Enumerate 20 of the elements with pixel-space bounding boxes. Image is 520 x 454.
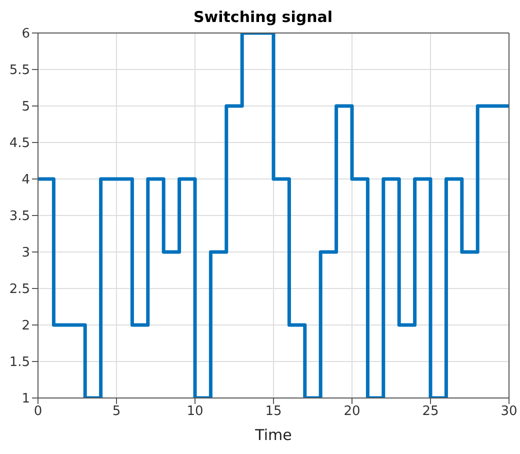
x-axis-title: Time [254, 426, 292, 444]
y-tick-label: 1.5 [9, 355, 30, 370]
x-tick-label: 0 [34, 404, 42, 420]
x-tick-label: 10 [186, 404, 204, 420]
chart-title: Switching signal [192, 8, 334, 26]
y-tick-label: 3.5 [9, 209, 30, 224]
y-tick-label: 6 [22, 26, 30, 42]
x-tick-label: 5 [112, 404, 121, 420]
x-tick-label: 20 [344, 404, 360, 420]
y-tick-label: 4.5 [9, 136, 30, 152]
y-tick-label: 2 [22, 318, 30, 334]
x-tick-label: 30 [500, 404, 518, 420]
y-tick-label: 2.5 [9, 282, 30, 298]
y-tick-label: 1 [22, 392, 30, 407]
x-tick-label: 15 [265, 404, 282, 420]
x-tick-label: 25 [422, 404, 439, 420]
y-tick-label: 3 [22, 246, 30, 261]
y-tick-label: 5.5 [9, 63, 30, 78]
y-tick-label: 4 [22, 172, 30, 188]
y-tick-label: 5 [22, 100, 30, 115]
